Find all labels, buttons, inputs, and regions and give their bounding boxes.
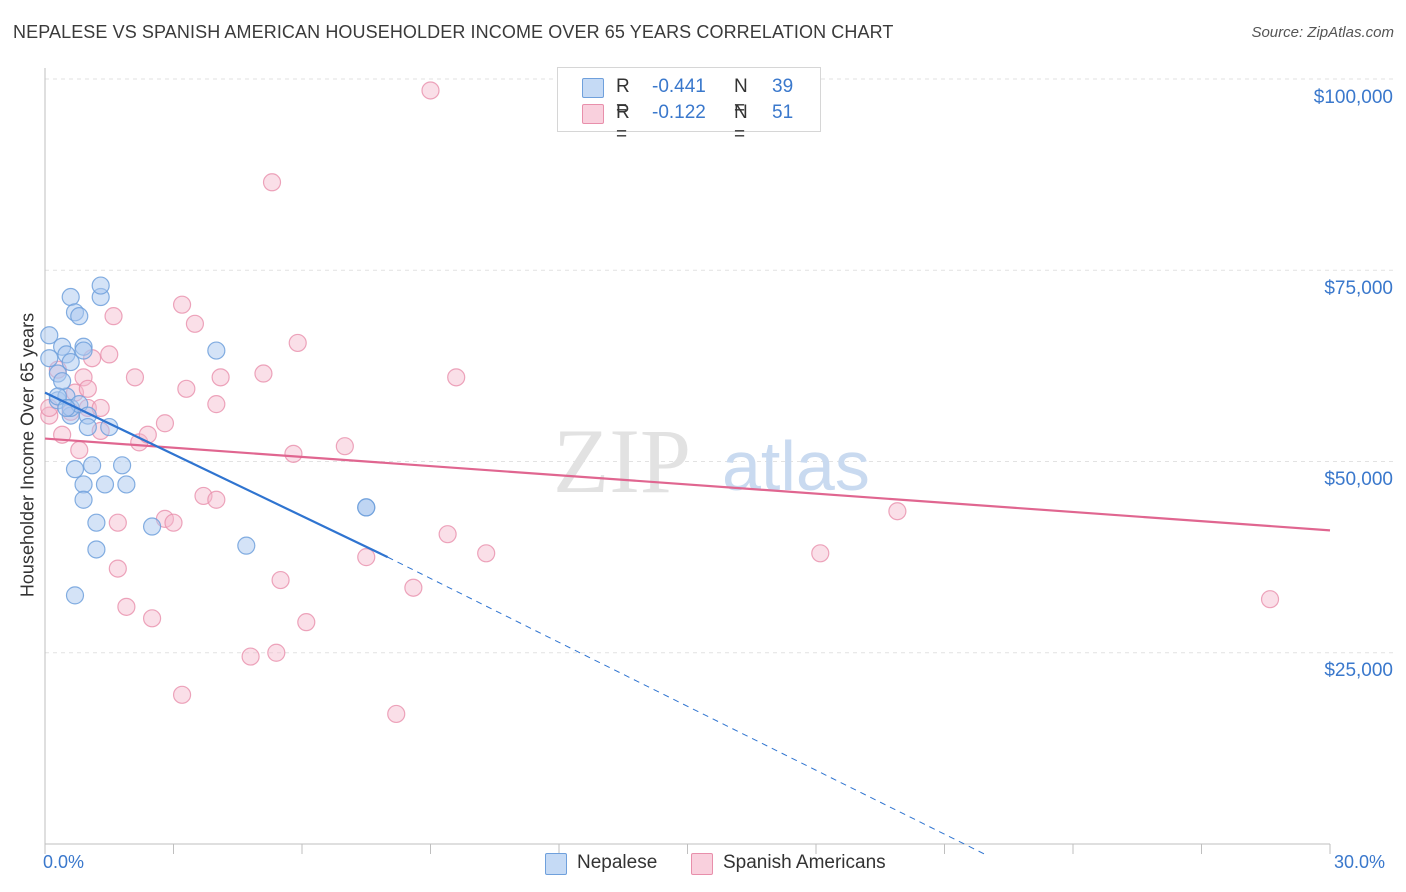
spanish-americans-point (271, 570, 290, 590)
spanish-americans-point (172, 295, 192, 314)
chart-title: NEPALESE VS SPANISH AMERICAN HOUSEHOLDER… (13, 22, 894, 42)
spanish-americans-trendline (44, 437, 1331, 532)
watermark-zip: ZIP (553, 410, 691, 512)
spanish-americans-point (117, 597, 136, 616)
spanish-americans-swatch (582, 104, 604, 124)
nepalese-swatch (582, 78, 604, 98)
n-label: N = (734, 102, 748, 145)
spanish-americans-point (888, 502, 907, 521)
nepalese-point (74, 490, 93, 509)
spanish-americans-point (284, 444, 303, 463)
spanish-americans-point (78, 379, 97, 398)
legend-label: Nepalese (577, 852, 658, 873)
spanish-americans-point (100, 345, 119, 364)
x-tick-label-min: 0.0% (43, 852, 85, 872)
y-tick-label-100000: $100,000 (1313, 87, 1393, 108)
nepalese-point (40, 349, 59, 368)
r-label: R = (616, 102, 630, 145)
y-tick-label-75000: $75,000 (1324, 278, 1393, 299)
nepalese-point (91, 276, 110, 295)
spanish-americans-point (262, 173, 282, 192)
nepalese-swatch (545, 853, 567, 875)
nepalese-point (78, 417, 97, 437)
y-tick-label-25000: $25,000 (1324, 660, 1393, 681)
nepalese-point (40, 326, 59, 345)
r-value: -0.441 (652, 76, 706, 97)
spanish-americans-point (155, 414, 175, 433)
y-axis-label: Householder Income Over 65 years (17, 312, 38, 598)
n-label: N = (734, 76, 748, 119)
nepalese-point (74, 475, 93, 494)
spanish-americans-point (142, 609, 162, 628)
legend-label: Spanish Americans (723, 852, 886, 873)
nepalese-point (61, 352, 80, 372)
nepalese-point (142, 517, 162, 536)
nepalese-point (65, 460, 85, 479)
r-label: R = (616, 76, 630, 119)
nepalese-point (95, 475, 115, 494)
spanish-americans-point (438, 525, 457, 544)
spanish-americans-point (447, 368, 466, 387)
spanish-americans-point (207, 490, 226, 509)
spanish-americans-point (297, 613, 316, 632)
spanish-americans-point (207, 395, 226, 414)
x-tick-label-max: 30.0% (1334, 852, 1386, 872)
spanish-americans-point (177, 379, 196, 398)
y-tick-label-50000: $50,000 (1324, 469, 1393, 490)
nepalese-point (357, 498, 376, 517)
spanish-americans-point (108, 513, 127, 532)
nepalese-point (117, 475, 136, 494)
spanish-americans-point (404, 578, 423, 597)
spanish-americans-point (74, 368, 93, 387)
nepalese-point (53, 372, 72, 391)
nepalese-point (83, 456, 102, 475)
n-value: 39 (772, 76, 794, 97)
spanish-americans-point (164, 513, 183, 532)
spanish-americans-point (335, 437, 354, 456)
watermark-atlas: atlas (722, 427, 870, 505)
nepalese-trendline (44, 391, 389, 559)
spanish-americans-point (70, 440, 89, 460)
spanish-americans-point (172, 685, 192, 704)
spanish-americans-point (40, 406, 59, 425)
spanish-americans-point (104, 307, 123, 326)
spanish-americans-point (211, 368, 230, 387)
spanish-americans-point (125, 368, 145, 387)
spanish-americans-swatch (691, 853, 713, 875)
spanish-americans-point (138, 425, 157, 444)
spanish-americans-point (357, 548, 376, 567)
correlation-legend: R = -0.441 N = 39 R = -0.122 N = 51 (557, 67, 821, 145)
nepalese-point (74, 341, 93, 360)
nepalese-point (65, 586, 85, 605)
n-value: 51 (772, 102, 794, 123)
spanish-americans-point (185, 314, 205, 333)
nepalese-point (61, 287, 80, 307)
nepalese-point (87, 513, 106, 532)
spanish-americans-point (108, 559, 127, 578)
nepalese-point (70, 307, 89, 326)
spanish-americans-point (387, 704, 406, 724)
source-credit: Source: ZipAtlas.com (1251, 24, 1394, 41)
spanish-americans-point (421, 81, 440, 100)
nepalese-point (87, 540, 106, 559)
nepalese-point (237, 536, 256, 555)
nepalese-point (112, 456, 132, 475)
r-value: -0.122 (652, 102, 706, 123)
spanish-americans-point (477, 544, 496, 563)
spanish-americans-point (267, 643, 286, 662)
spanish-americans-point (1260, 590, 1280, 609)
spanish-americans-point (811, 544, 830, 563)
spanish-americans-point (254, 364, 273, 383)
nepalese-point (207, 341, 226, 360)
nepalese-trendline-extension (387, 556, 988, 856)
spanish-americans-point (241, 647, 260, 666)
spanish-americans-point (288, 333, 307, 353)
